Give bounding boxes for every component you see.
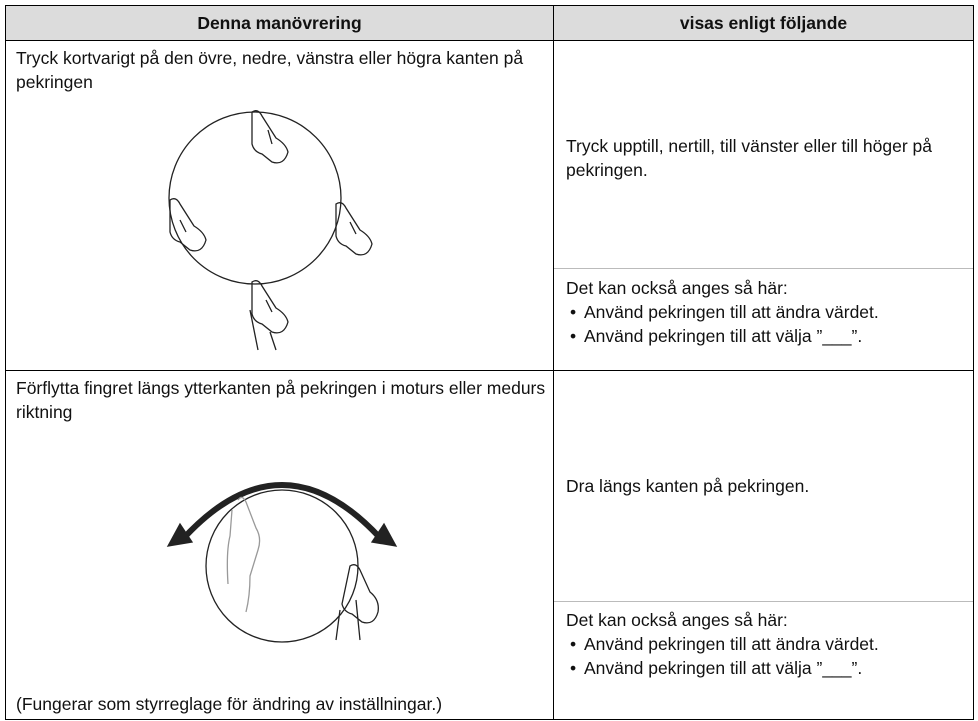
border: [5, 5, 974, 6]
operation-text: Tryck kortvarigt på den övre, nedre, vän…: [16, 48, 524, 92]
alternative: Det kan också anges så här: Använd pekri…: [566, 608, 966, 680]
alternative-intro: Det kan också anges så här:: [566, 278, 788, 298]
border: [5, 719, 974, 720]
header-cell: visas enligt följande: [554, 6, 973, 40]
alternative-list: Använd pekringen till att ändra värdet. …: [566, 300, 966, 348]
header-cell: Denna manövrering: [6, 6, 553, 40]
alternative-item: Använd pekringen till att ändra värdet.: [566, 300, 966, 324]
description-text: Tryck upptill, nertill, till vänster ell…: [566, 136, 933, 180]
alternative-intro: Det kan också anges så här:: [566, 610, 788, 630]
description-text: Dra längs kanten på pekringen.: [566, 476, 810, 496]
alternative-item: Använd pekringen till att välja ”___”.: [566, 324, 966, 348]
alternative-item: Använd pekringen till att ändra värdet.: [566, 632, 966, 656]
divider: [554, 601, 973, 602]
alternative-list: Använd pekringen till att ändra värdet. …: [566, 632, 966, 680]
border: [553, 5, 554, 720]
border: [973, 5, 974, 720]
ring-tap-illustration: [168, 110, 373, 351]
border: [5, 5, 6, 720]
border: [5, 370, 974, 371]
caption: (Fungerar som styrreglage för ändring av…: [16, 694, 443, 714]
divider: [554, 268, 973, 269]
alternative-item: Använd pekringen till att välja ”___”.: [566, 656, 966, 680]
border: [5, 40, 974, 41]
operation-text: Förflytta fingret längs ytterkanten på p…: [16, 378, 546, 422]
alternative: Det kan också anges så här: Använd pekri…: [566, 276, 966, 348]
ring-rotate-illustration: [166, 482, 398, 643]
